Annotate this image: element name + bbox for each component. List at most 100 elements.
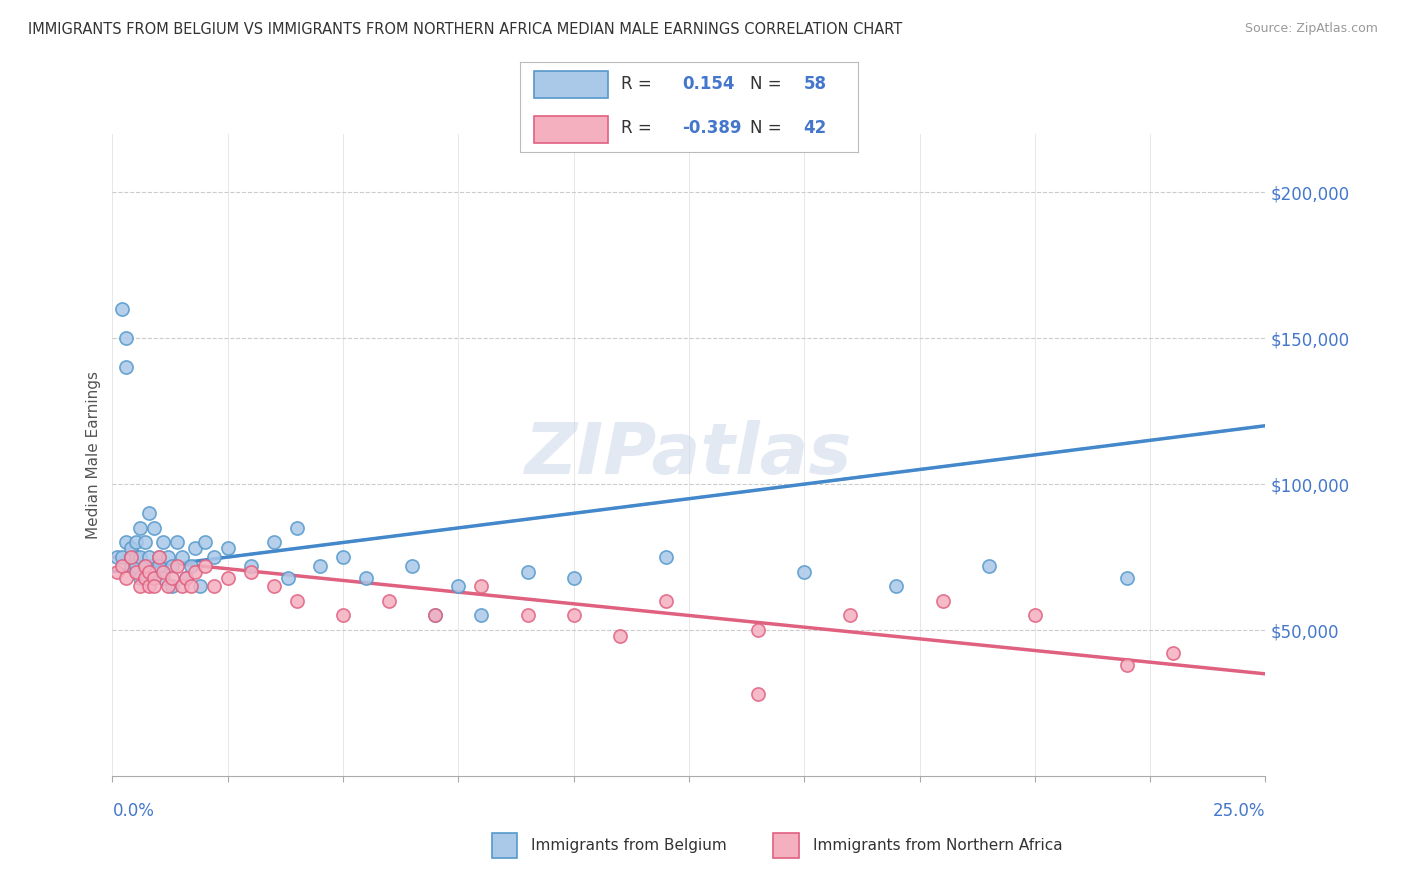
Point xyxy=(516,565,538,579)
Point xyxy=(138,565,160,579)
Point xyxy=(152,565,174,579)
Point xyxy=(143,570,166,584)
Point xyxy=(401,558,423,573)
Point xyxy=(120,550,142,565)
Point xyxy=(170,550,193,565)
Text: 42: 42 xyxy=(804,120,827,137)
Text: N =: N = xyxy=(749,120,786,137)
Text: IMMIGRANTS FROM BELGIUM VS IMMIGRANTS FROM NORTHERN AFRICA MEDIAN MALE EARNINGS : IMMIGRANTS FROM BELGIUM VS IMMIGRANTS FR… xyxy=(28,22,903,37)
Point xyxy=(747,623,769,637)
Point xyxy=(447,579,470,593)
Point xyxy=(115,570,138,584)
Point xyxy=(239,558,262,573)
Point xyxy=(263,535,285,549)
Point xyxy=(143,579,166,593)
Point xyxy=(793,565,815,579)
Point xyxy=(105,550,128,565)
Text: ZIPatlas: ZIPatlas xyxy=(526,420,852,490)
Point xyxy=(134,558,156,573)
Point xyxy=(111,301,134,316)
Point xyxy=(977,558,1000,573)
Point xyxy=(839,608,862,623)
Point xyxy=(148,550,170,565)
Point xyxy=(129,550,152,565)
Point xyxy=(111,550,134,565)
Point xyxy=(425,608,447,623)
Text: N =: N = xyxy=(749,75,786,93)
Point xyxy=(148,550,170,565)
Point xyxy=(378,594,401,608)
Point xyxy=(285,594,308,608)
Point xyxy=(239,565,262,579)
Point xyxy=(184,565,207,579)
Point xyxy=(263,579,285,593)
Bar xyxy=(534,71,607,98)
Text: 58: 58 xyxy=(804,75,827,93)
Point xyxy=(152,535,174,549)
Point xyxy=(562,608,585,623)
Point xyxy=(188,579,211,593)
Point xyxy=(332,550,354,565)
Y-axis label: Median Male Earnings: Median Male Earnings xyxy=(86,371,101,539)
Point xyxy=(129,521,152,535)
Point xyxy=(124,550,146,565)
Point xyxy=(124,565,146,579)
Point xyxy=(1161,647,1184,661)
Point xyxy=(931,594,953,608)
Text: Immigrants from Northern Africa: Immigrants from Northern Africa xyxy=(813,838,1063,853)
Point xyxy=(143,521,166,535)
Point xyxy=(470,608,492,623)
Point xyxy=(156,579,179,593)
Point xyxy=(120,550,142,565)
Point xyxy=(111,558,134,573)
Point xyxy=(194,558,217,573)
Point xyxy=(124,565,146,579)
Text: 0.0%: 0.0% xyxy=(112,802,155,820)
Point xyxy=(138,506,160,520)
Bar xyxy=(534,116,607,143)
Point xyxy=(105,565,128,579)
Point xyxy=(143,570,166,584)
Point xyxy=(332,608,354,623)
Point xyxy=(129,570,152,584)
Text: R =: R = xyxy=(621,75,658,93)
Point xyxy=(277,570,299,584)
Point xyxy=(124,535,146,549)
Point xyxy=(138,550,160,565)
Point xyxy=(129,579,152,593)
Point xyxy=(747,687,769,701)
Point xyxy=(120,550,142,565)
Text: 0.154: 0.154 xyxy=(682,75,735,93)
Point xyxy=(134,535,156,549)
Point xyxy=(202,579,225,593)
Point xyxy=(202,550,225,565)
Point xyxy=(562,570,585,584)
Point xyxy=(152,570,174,584)
Point xyxy=(425,608,447,623)
Point xyxy=(134,570,156,584)
Point xyxy=(1116,570,1139,584)
Point xyxy=(1116,658,1139,673)
Point xyxy=(170,579,193,593)
Point xyxy=(354,570,377,584)
Point xyxy=(115,331,138,345)
Point xyxy=(162,570,184,584)
Point xyxy=(184,541,207,556)
Point xyxy=(124,558,146,573)
Point xyxy=(120,541,142,556)
Point xyxy=(174,570,197,584)
Point xyxy=(609,629,631,643)
Point xyxy=(180,558,202,573)
Point xyxy=(120,558,142,573)
Point xyxy=(162,579,184,593)
Text: Source: ZipAtlas.com: Source: ZipAtlas.com xyxy=(1244,22,1378,36)
Point xyxy=(470,579,492,593)
Point xyxy=(134,570,156,584)
Point xyxy=(115,535,138,549)
Point xyxy=(516,608,538,623)
Point xyxy=(156,550,179,565)
Point xyxy=(166,535,188,549)
Point xyxy=(655,550,678,565)
Point xyxy=(217,541,239,556)
Point xyxy=(309,558,332,573)
